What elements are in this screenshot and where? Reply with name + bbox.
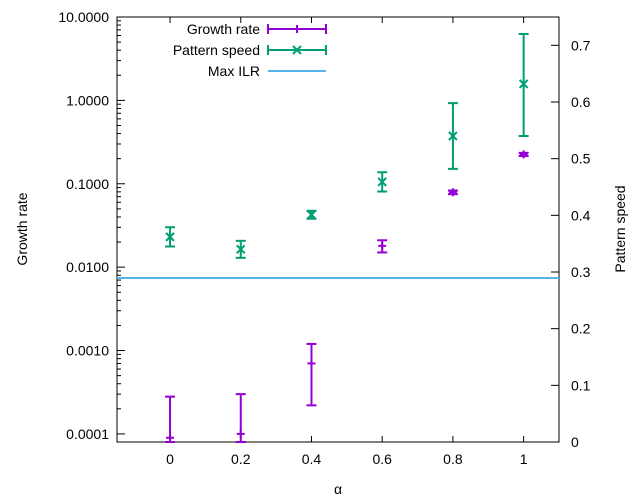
legend-label-growth-rate: Growth rate xyxy=(187,21,260,37)
growth-rate-point xyxy=(377,239,388,254)
pattern-speed-marker-b xyxy=(518,79,529,89)
growth-rate-point xyxy=(235,393,246,443)
x-tick-label: 0 xyxy=(166,451,174,467)
growth-rate-point xyxy=(518,150,529,159)
y-right-tick-label: 0.4 xyxy=(571,207,591,223)
growth-rate-point xyxy=(165,395,176,443)
pattern-speed-marker-b xyxy=(165,232,175,242)
legend-samples xyxy=(267,24,327,72)
y-right-tick-label: 0.3 xyxy=(571,264,591,280)
x-tick-label: 0.2 xyxy=(231,451,251,467)
pattern-speed-marker-b xyxy=(236,244,246,255)
y-right-tick-label: 0.2 xyxy=(571,321,591,337)
x-tick-label: 0.4 xyxy=(302,451,322,467)
growth-rate-point xyxy=(306,342,317,407)
pattern-speed-point xyxy=(377,171,388,193)
growth-rate-point xyxy=(447,188,458,197)
pattern-speed-point xyxy=(518,33,529,137)
y-left-tick-label: 10.0000 xyxy=(58,9,109,25)
legend-label-pattern-speed: Pattern speed xyxy=(173,42,260,58)
pattern-speed-point xyxy=(165,226,176,248)
y-right-tick-label: 0.6 xyxy=(571,94,591,110)
y-right-axis-title: Pattern speed xyxy=(612,185,628,272)
y-left-tick-label: 1.0000 xyxy=(66,92,109,108)
x-tick-label: 1 xyxy=(520,451,528,467)
pattern-speed-point xyxy=(235,239,246,259)
legend: Growth rate Pattern speed Max ILR xyxy=(173,21,327,79)
pattern-speed-point xyxy=(306,209,317,220)
y-right-tick-label: 0 xyxy=(571,434,579,450)
pattern-speed-marker-b xyxy=(377,177,387,187)
legend-marker-x xyxy=(292,45,302,55)
x-tick-label: 0.8 xyxy=(443,451,463,467)
y-left-axis-title: Growth rate xyxy=(14,192,30,265)
pattern-speed-marker-b xyxy=(448,131,458,141)
pattern-speed-point xyxy=(447,102,458,170)
x-tick-label: 0.6 xyxy=(372,451,392,467)
pattern-speed-marker-b xyxy=(306,210,317,220)
y-right-tick-label: 0.7 xyxy=(571,37,591,53)
y-left-tick-label: 0.0001 xyxy=(66,426,109,442)
x-axis-title: α xyxy=(334,481,342,497)
y-left-tick-label: 0.1000 xyxy=(66,176,109,192)
y-right-tick-label: 0.1 xyxy=(571,377,591,393)
ticks-layer: 0 0.2 0.4 0.6 0.8 1 0.0001 0.0010 0.0100 0.1000 1.… xyxy=(58,9,590,467)
y-right-tick-label: 0.5 xyxy=(571,151,591,167)
plot-frame xyxy=(116,16,560,443)
data-layer xyxy=(117,33,559,443)
y-left-tick-label: 0.0100 xyxy=(66,259,109,275)
legend-label-max-ilr: Max ILR xyxy=(208,63,260,79)
y-left-tick-label: 0.0010 xyxy=(66,343,109,359)
